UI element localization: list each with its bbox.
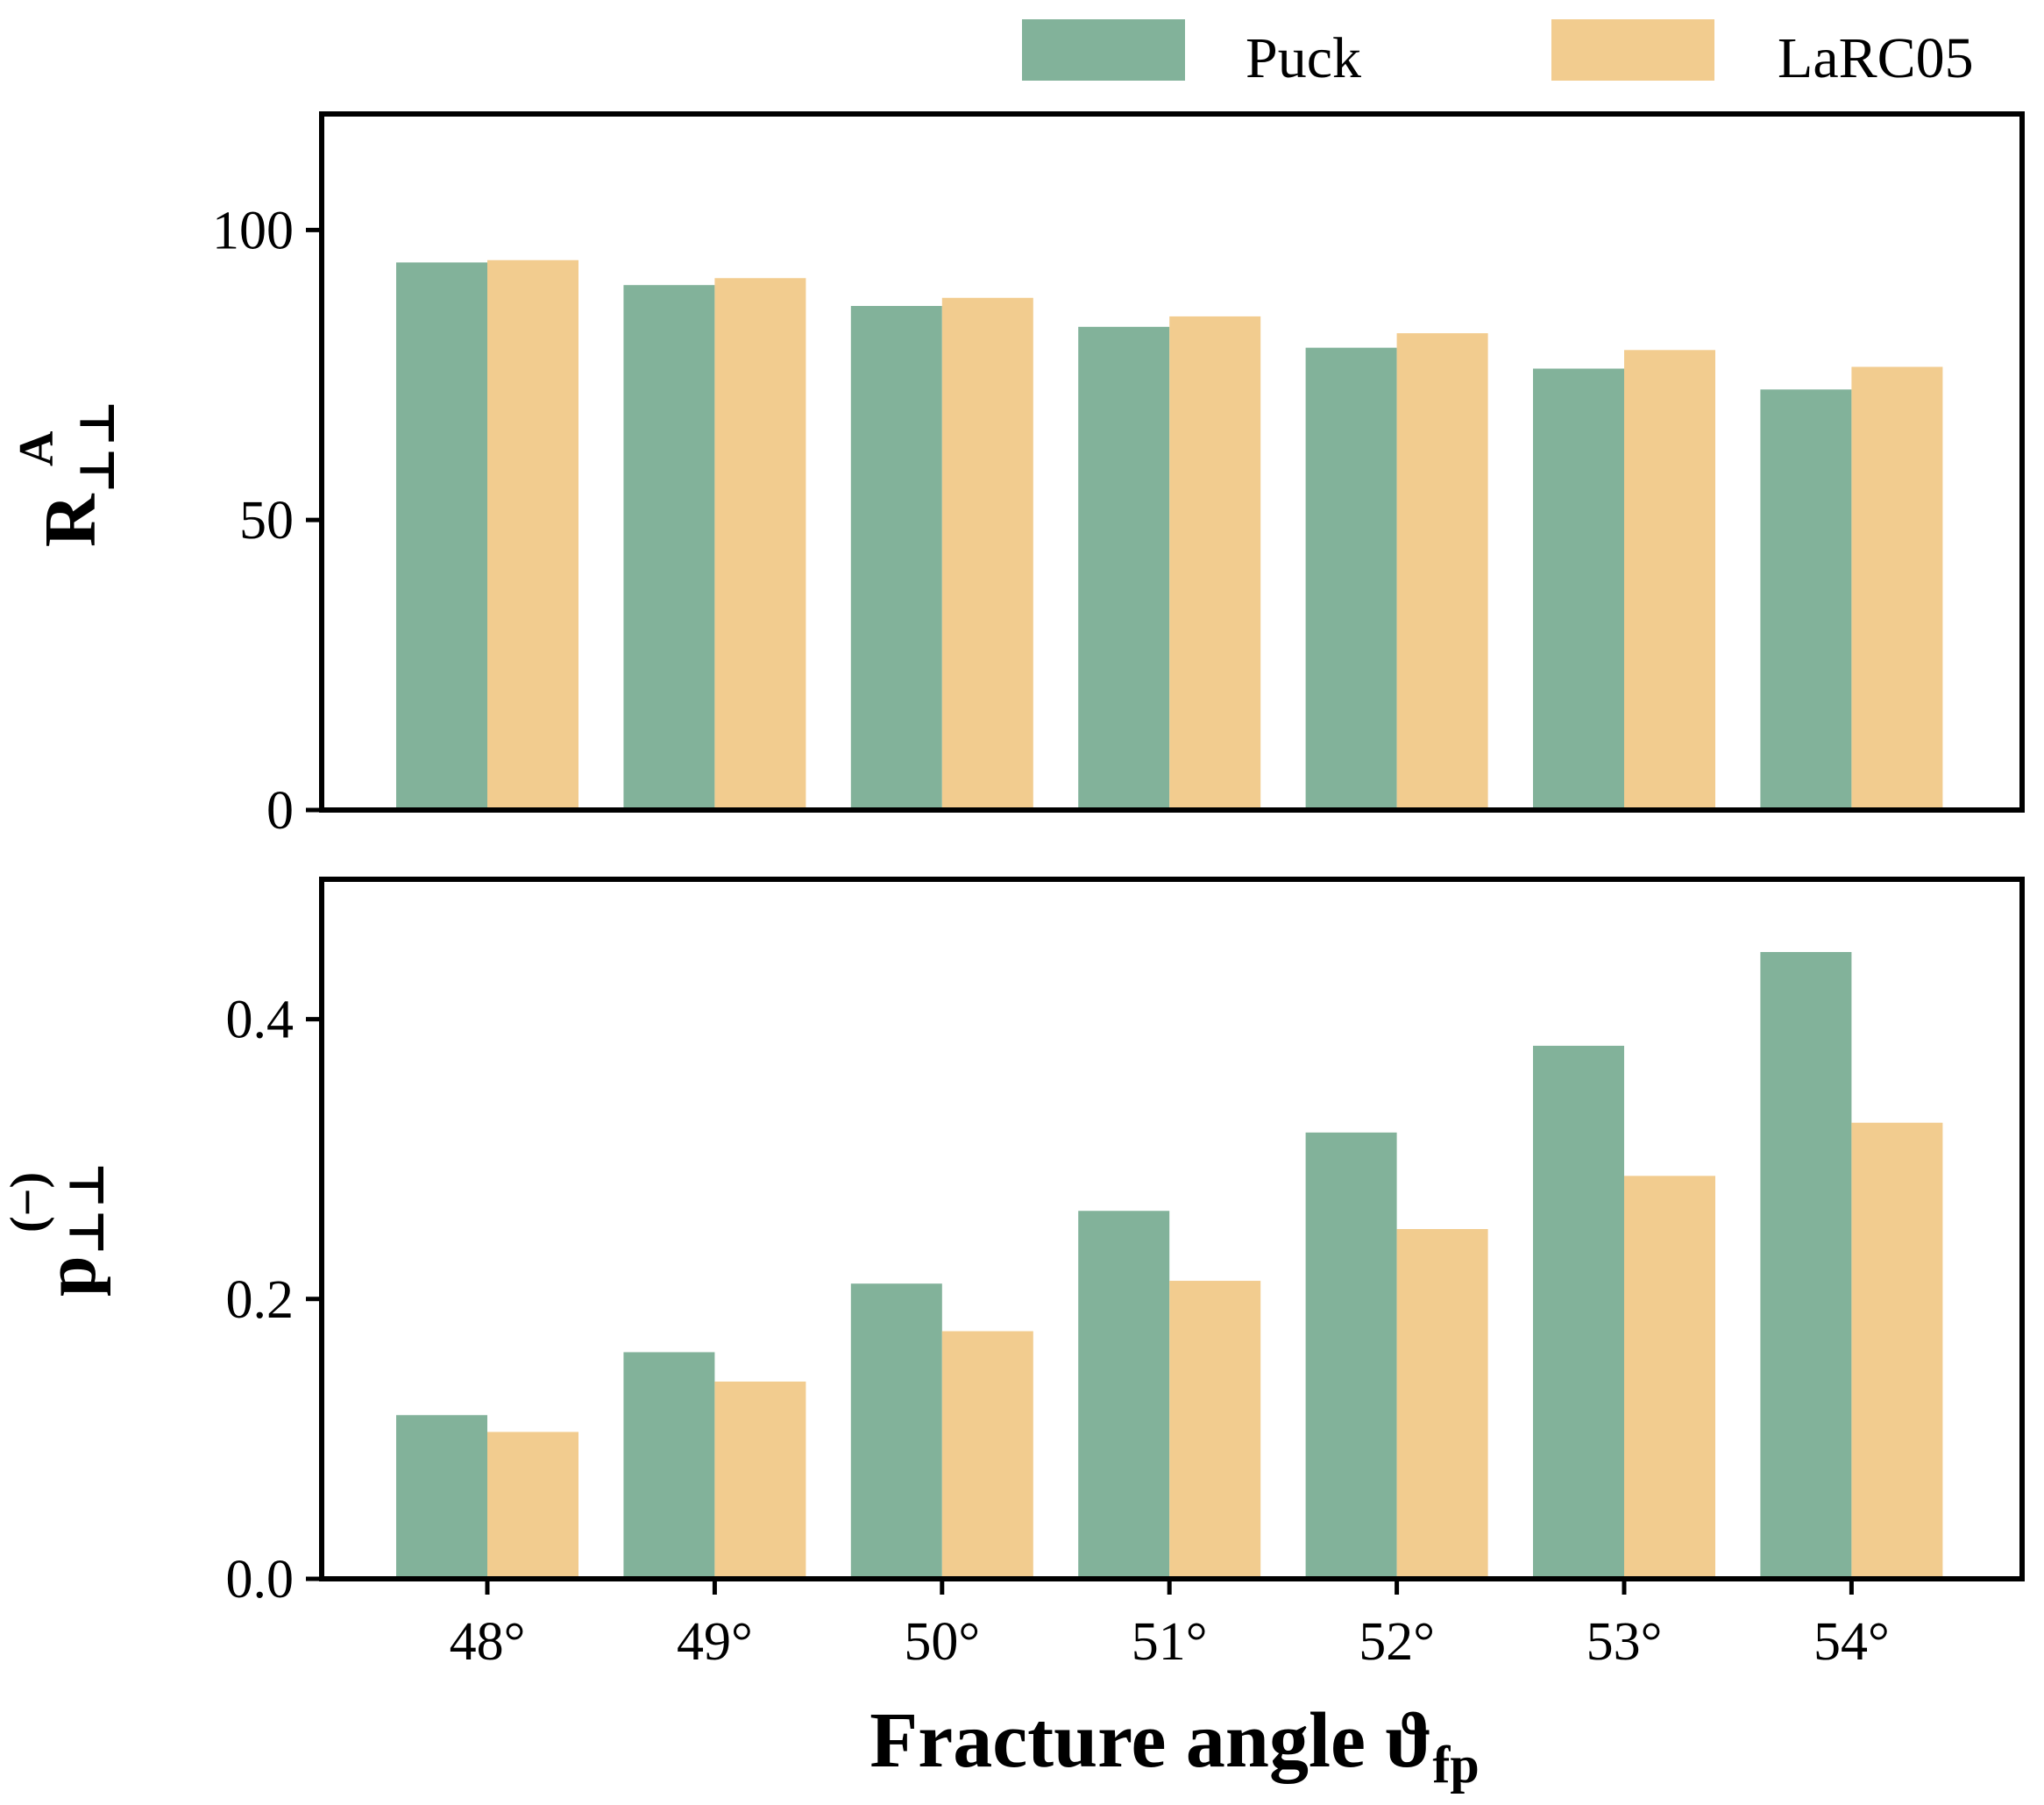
bar-puck-1 — [623, 285, 715, 811]
bar-puck-2 — [850, 306, 942, 810]
bar-puck-0 — [396, 262, 487, 810]
x-tick-label: 52° — [1359, 1612, 1435, 1672]
bottom-y-axis-label: p⊥⊥ (−) — [1, 1162, 115, 1297]
bar-larc05-0 — [487, 1432, 578, 1579]
y-tick-label: 50 — [239, 491, 294, 551]
bar-larc05-5 — [1624, 350, 1715, 810]
x-tick-label: 54° — [1813, 1612, 1890, 1672]
x-tick-label: 50° — [904, 1612, 980, 1672]
bar-puck-2 — [850, 1283, 942, 1579]
bar-puck-3 — [1078, 326, 1170, 810]
bar-puck-5 — [1533, 368, 1624, 810]
top-ylabel-sup: A — [10, 430, 64, 466]
bottom-panel: 0.0 0.2 0.4 48° 49° 50° 51° 52° 53° 54° — [226, 877, 2025, 1672]
legend-label-larc05: LaRC05 — [1778, 26, 1974, 90]
axes-frame — [319, 877, 2025, 1581]
bottom-ylabel-sub: ⊥⊥ — [60, 1162, 115, 1256]
x-tick-label: 48° — [450, 1612, 526, 1672]
top-y-axis-label: R⊥⊥ A — [10, 400, 125, 547]
bar-puck-6 — [1760, 389, 1852, 810]
svg-text:p⊥⊥: p⊥⊥ — [30, 1162, 115, 1297]
bar-larc05-4 — [1396, 333, 1488, 810]
bar-larc05-6 — [1851, 1122, 1943, 1579]
y-tick-label: 100 — [212, 201, 294, 260]
bar-larc05-4 — [1396, 1229, 1488, 1579]
bar-puck-1 — [623, 1352, 715, 1579]
x-axis-label: Fracture angle ϑfp — [869, 1697, 1479, 1794]
bottom-ylabel-main: p — [30, 1255, 111, 1297]
axes-frame — [319, 111, 2025, 813]
legend-swatch-larc05 — [1551, 19, 1714, 81]
bar-puck-0 — [396, 1415, 487, 1579]
top-ylabel-main: R — [30, 493, 111, 547]
bar-larc05-2 — [941, 297, 1033, 811]
bar-larc05-5 — [1624, 1176, 1715, 1579]
bar-puck-5 — [1533, 1045, 1624, 1579]
bar-puck-3 — [1078, 1211, 1170, 1579]
legend-swatch-puck — [1022, 19, 1185, 81]
bar-larc05-0 — [487, 259, 578, 810]
y-tick-label: 0.0 — [226, 1550, 295, 1610]
y-tick-label: 0.2 — [226, 1270, 295, 1330]
x-tick-label: 53° — [1586, 1612, 1663, 1672]
bottom-ylabel-sup: (−) — [1, 1172, 55, 1233]
bar-larc05-3 — [1169, 1281, 1261, 1579]
y-tick-label: 0.4 — [226, 991, 295, 1050]
bar-larc05-2 — [941, 1331, 1033, 1579]
legend: Puck LaRC05 — [1022, 19, 1974, 90]
bar-larc05-1 — [714, 1381, 806, 1579]
y-tick-label: 0 — [266, 781, 294, 841]
x-tick-label: 49° — [677, 1612, 753, 1672]
bar-larc05-1 — [714, 278, 806, 810]
bar-larc05-3 — [1169, 316, 1261, 811]
svg-text:R⊥⊥: R⊥⊥ — [30, 400, 125, 547]
bar-larc05-6 — [1851, 366, 1943, 810]
bar-puck-4 — [1305, 1132, 1397, 1579]
legend-label-puck: Puck — [1246, 26, 1361, 90]
x-tick-label: 51° — [1132, 1612, 1208, 1672]
top-panel: 0 50 100 — [212, 111, 2025, 841]
top-ylabel-sub: ⊥⊥ — [71, 400, 125, 494]
bar-puck-4 — [1305, 347, 1397, 810]
bar-puck-6 — [1760, 951, 1852, 1579]
